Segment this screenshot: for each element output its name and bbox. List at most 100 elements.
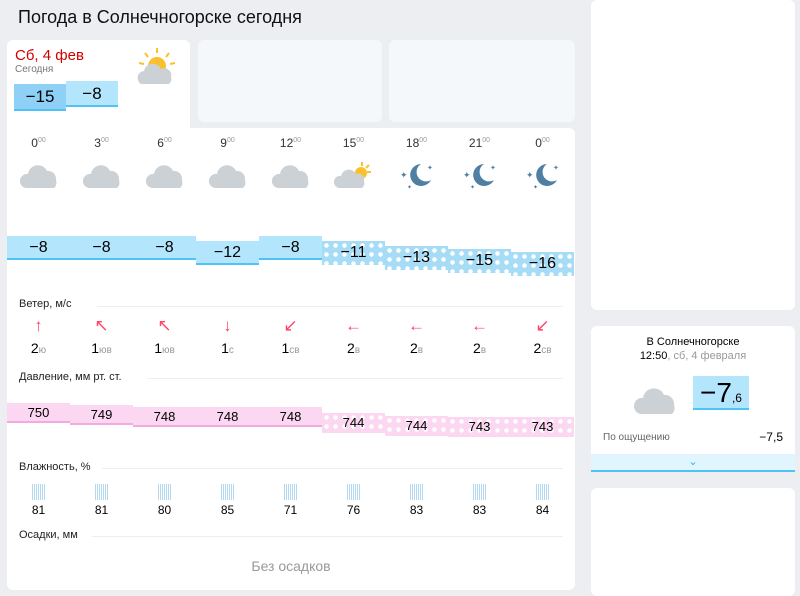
- pressure-bar: 744: [385, 416, 448, 436]
- wind-value: 1юв: [154, 340, 175, 356]
- sidebar-card: [591, 488, 795, 596]
- cloudy-icon: [7, 160, 70, 195]
- tomorrow-card[interactable]: [198, 40, 382, 122]
- hour-label: 000: [31, 136, 46, 150]
- wind-value: 1св: [281, 340, 300, 356]
- pressure-bar: 743: [511, 417, 574, 437]
- wind-arrow-icon: ↙: [283, 316, 298, 335]
- humidity-icon: [409, 484, 424, 500]
- svg-text:✦: ✦: [490, 164, 496, 172]
- humidity-value: 81: [7, 484, 70, 517]
- pressure-bar: 744: [322, 413, 385, 433]
- wind-value: 2ю: [30, 340, 47, 356]
- wind-arrow-icon: ↑: [34, 316, 43, 335]
- hour-label: 000: [535, 136, 550, 150]
- divider: [147, 378, 563, 379]
- humidity-value: 81: [70, 484, 133, 517]
- humidity-icon: [283, 484, 298, 500]
- humidity-icon: [346, 484, 361, 500]
- humidity-icon: [535, 484, 550, 500]
- svg-text:✦: ✦: [526, 170, 534, 180]
- wind-arrow-icon: ↙: [535, 316, 550, 335]
- divider: [97, 306, 563, 307]
- today-label: Сегодня: [15, 64, 54, 75]
- pressure-bar: 743: [448, 417, 511, 437]
- humidity-value: 83: [385, 484, 448, 517]
- humidity-value: 80: [133, 484, 196, 517]
- feels-like-label: По ощущению: [603, 432, 670, 443]
- next-day-card[interactable]: [389, 40, 575, 122]
- temperature-bar: −8: [7, 236, 70, 260]
- svg-text:✦: ✦: [553, 164, 559, 172]
- pressure-label: Давление, мм рт. ст.: [19, 371, 122, 383]
- night-clear-icon: ✦ ✦ ✦: [511, 160, 574, 195]
- cloudy-icon: [70, 160, 133, 195]
- today-card[interactable]: Сб, 4 фев Сегодня −15 −8: [7, 40, 190, 135]
- temperature-bar: −11: [322, 241, 385, 265]
- wind-arrow-icon: ←: [408, 316, 425, 335]
- humidity-value: 84: [511, 484, 574, 517]
- cloudy-icon: [196, 160, 259, 195]
- temperature-bar: −8: [70, 236, 133, 260]
- wind-arrow-icon: ↖: [157, 316, 172, 335]
- wind-value: 2в: [472, 340, 487, 356]
- humidity-value: 71: [259, 484, 322, 517]
- hour-label: 1500: [342, 136, 365, 150]
- humidity-value: 83: [448, 484, 511, 517]
- divider: [102, 468, 563, 469]
- current-weather-card: В Солнечногорске 12:50, сб, 4 февраля −7…: [591, 326, 795, 472]
- night-clear-icon: ✦ ✦ ✦: [385, 160, 448, 195]
- temperature-bar: −8: [259, 236, 322, 260]
- svg-text:✦: ✦: [407, 184, 412, 190]
- wind-value: 1юв: [91, 340, 112, 356]
- hour-label: 2100: [468, 136, 491, 150]
- today-min-temp: −15: [14, 84, 66, 111]
- wind-value: 2св: [533, 340, 552, 356]
- humidity-icon: [220, 484, 235, 500]
- page-title: Погода в Солнечногорске сегодня: [18, 7, 302, 27]
- pressure-bar: 749: [70, 405, 133, 425]
- humidity-icon: [157, 484, 172, 500]
- humidity-label: Влажность, %: [19, 461, 91, 473]
- current-city: В Солнечногорске: [646, 336, 740, 348]
- humidity-icon: [31, 484, 46, 500]
- wind-arrow-icon: ←: [471, 316, 488, 335]
- wind-arrow-icon: ↓: [223, 316, 232, 335]
- no-precip-text: Без осадков: [251, 558, 331, 574]
- cloudy-icon: [259, 160, 322, 195]
- wind-value: 2в: [346, 340, 361, 356]
- svg-text:✦: ✦: [463, 170, 471, 180]
- wind-label: Ветер, м/с: [19, 298, 72, 310]
- wind-arrow-icon: ←: [345, 316, 362, 335]
- pressure-bar: 748: [259, 407, 322, 427]
- precip-label: Осадки, мм: [19, 529, 78, 541]
- wind-value: 2в: [409, 340, 424, 356]
- pressure-bar: 750: [7, 403, 70, 423]
- humidity-value: 76: [322, 484, 385, 517]
- today-max-temp: −8: [66, 81, 118, 107]
- humidity-icon: [472, 484, 487, 500]
- current-time: 12:50: [639, 350, 668, 362]
- temperature-bar: −13: [385, 246, 448, 270]
- wind-arrow-icon: ↖: [94, 316, 109, 335]
- cloudy-icon: [133, 160, 196, 195]
- temperature-bar: −16: [511, 252, 574, 276]
- expand-button[interactable]: ⌄: [591, 454, 795, 472]
- current-date: , сб, 4 февраля: [667, 350, 747, 362]
- current-temp-decimal: ,6: [731, 391, 742, 405]
- temperature-bar: −15: [448, 249, 511, 273]
- sidebar-ad-card: [591, 0, 795, 310]
- hourly-forecast: Ветер, м/с Давление, мм рт. ст. Влажност…: [7, 128, 575, 590]
- humidity-value: 85: [196, 484, 259, 517]
- svg-text:✦: ✦: [400, 170, 408, 180]
- partly-cloudy-icon: [322, 160, 385, 195]
- hour-label: 1200: [279, 136, 302, 150]
- current-temp: −7: [700, 377, 732, 408]
- night-clear-icon: ✦ ✦ ✦: [448, 160, 511, 195]
- temperature-bar: −12: [196, 241, 259, 265]
- svg-text:✦: ✦: [427, 164, 433, 172]
- pressure-bar: 748: [133, 407, 196, 427]
- chevron-down-icon: ⌄: [688, 456, 698, 468]
- temperature-bar: −8: [133, 236, 196, 260]
- hour-label: 600: [157, 136, 172, 150]
